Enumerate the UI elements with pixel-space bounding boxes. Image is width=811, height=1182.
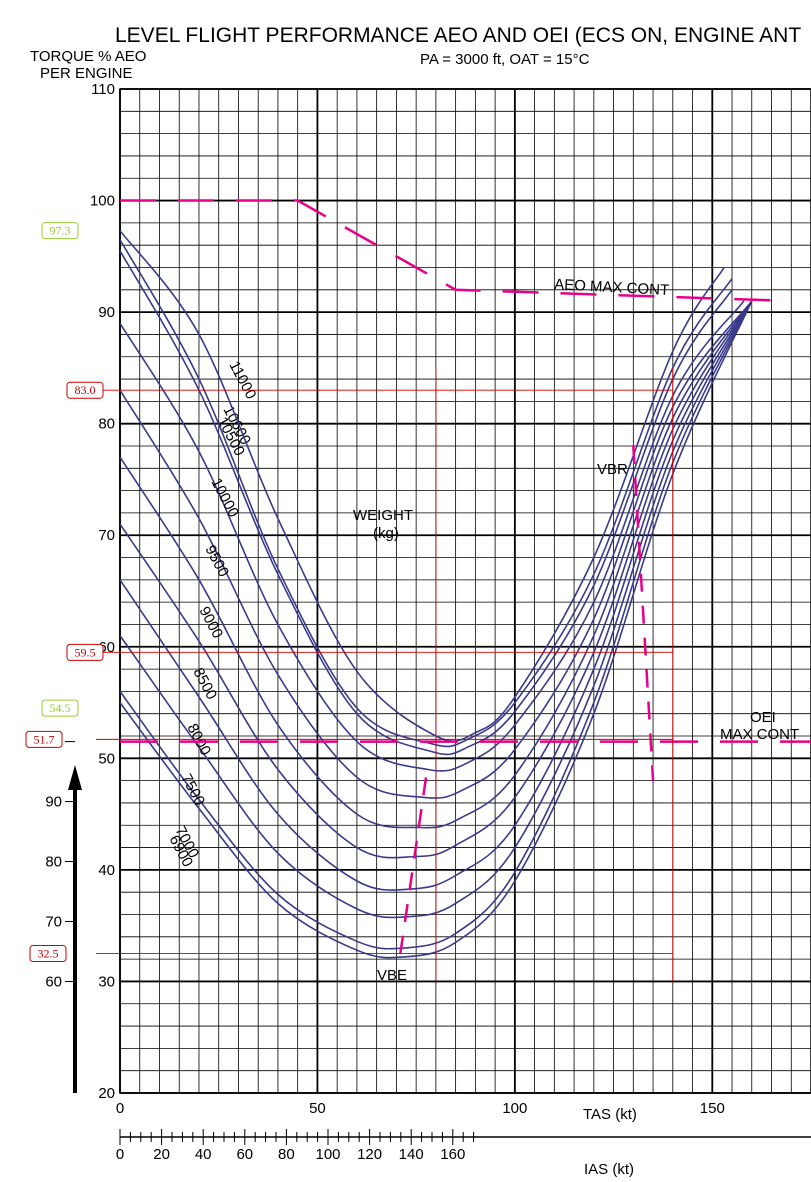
x-tick-label: 150: [700, 1100, 725, 1117]
ias-tick-label: 40: [195, 1146, 212, 1163]
oei-max-cont-label: MAX CONT: [720, 726, 799, 743]
ias-tick-label: 20: [153, 1146, 170, 1163]
reading-lines: [96, 367, 674, 982]
ias-tick-label: 100: [315, 1146, 340, 1163]
labels: LEVEL FLIGHT PERFORMANCE AEO AND OEI (EC…: [30, 24, 801, 1178]
aeo-max-cont-line: [120, 199, 792, 303]
reading-box-32.5: [29, 945, 67, 963]
plot-frame: [119, 88, 811, 1094]
y-tick-label: 40: [98, 862, 115, 879]
limit-lines: [120, 199, 811, 954]
ias-tick-label: 0: [116, 1146, 124, 1163]
weight-curve-10000: [119, 300, 745, 772]
grid: [119, 88, 811, 1094]
ias-tick-label: 120: [357, 1146, 382, 1163]
reading-box-54.5: [41, 699, 79, 717]
reading-box-51.7: [25, 730, 63, 748]
y-axis-label-line2: PER ENGINE: [40, 65, 133, 82]
chart-subtitle: PA = 3000 ft, OAT = 15°C: [420, 51, 590, 68]
y-tick-label: 50: [98, 750, 115, 767]
weight-unit-label: (kg): [373, 525, 399, 542]
chart-title: LEVEL FLIGHT PERFORMANCE AEO AND OEI (EC…: [115, 24, 801, 47]
y-tick-label: 30: [98, 973, 115, 990]
weight-curve-9000: [119, 300, 753, 829]
weight-curve-10500: [119, 250, 733, 756]
y-tick-label: 100: [90, 193, 115, 210]
vbr-line: [632, 445, 655, 781]
y-axis-label-line1: TORQUE % AEO: [30, 48, 146, 65]
reading-label-59.5: 59.5: [75, 645, 96, 659]
aeo-max-cont-label: AEO MAX CONT: [554, 276, 670, 299]
oei-scale-tick-label: 70: [45, 913, 62, 930]
weight-curve-7500: [119, 300, 753, 919]
reading-boxes: 97.3 83.0 59.5 54.5 51.7 32.5: [25, 222, 104, 963]
y-tick-label: 70: [98, 527, 115, 544]
reading-box-83.0: [66, 381, 104, 399]
reading-box-59.5: [66, 643, 104, 661]
x-tick-label: 100: [502, 1100, 527, 1117]
weight-curve-9500: [119, 300, 753, 799]
weight-label: WEIGHT: [353, 507, 413, 524]
weight-curve-7000: [119, 300, 753, 950]
oei-arrow-head: [68, 765, 82, 790]
vbe-label: VBE: [377, 967, 407, 984]
y-tick-label: 110: [91, 81, 115, 98]
weight-curve-8000: [119, 300, 753, 891]
reading-box-97.3: [41, 222, 79, 240]
y-tick-label: 90: [98, 304, 115, 321]
weight-curve-6900: [119, 300, 753, 959]
reading-label-32.5: 32.5: [38, 947, 59, 961]
reading-label-83.0: 83.0: [75, 383, 96, 397]
x-tick-label: 50: [309, 1100, 326, 1117]
ias-tick-label: 160: [440, 1146, 465, 1163]
x2-axis-label: IAS (kt): [584, 1161, 634, 1177]
oei-scale-tick-label: 90: [45, 794, 62, 811]
ias-tick-label: 80: [278, 1146, 295, 1163]
oei-scale-tick-label: 60: [45, 973, 62, 990]
reading-label-97.3: 97.3: [50, 224, 71, 238]
reading-label-54.5: 54.5: [50, 701, 71, 715]
ias-tick-label: 140: [399, 1146, 424, 1163]
y-tick-label: 20: [98, 1085, 115, 1102]
weight-curve-8500: [119, 300, 753, 859]
oei-scale-tick-label: 80: [45, 854, 62, 871]
x-axis-label: TAS (kt): [583, 1106, 637, 1123]
oei-label: OEI: [750, 709, 776, 726]
vbr-label: VBR: [597, 461, 628, 478]
y-tick-label: 80: [98, 416, 115, 433]
weight-curve-10600: [119, 239, 733, 748]
reading-label-51.7: 51.7: [34, 732, 55, 746]
ias-tick-label: 60: [236, 1146, 253, 1163]
x-tick-label: 0: [116, 1100, 124, 1117]
